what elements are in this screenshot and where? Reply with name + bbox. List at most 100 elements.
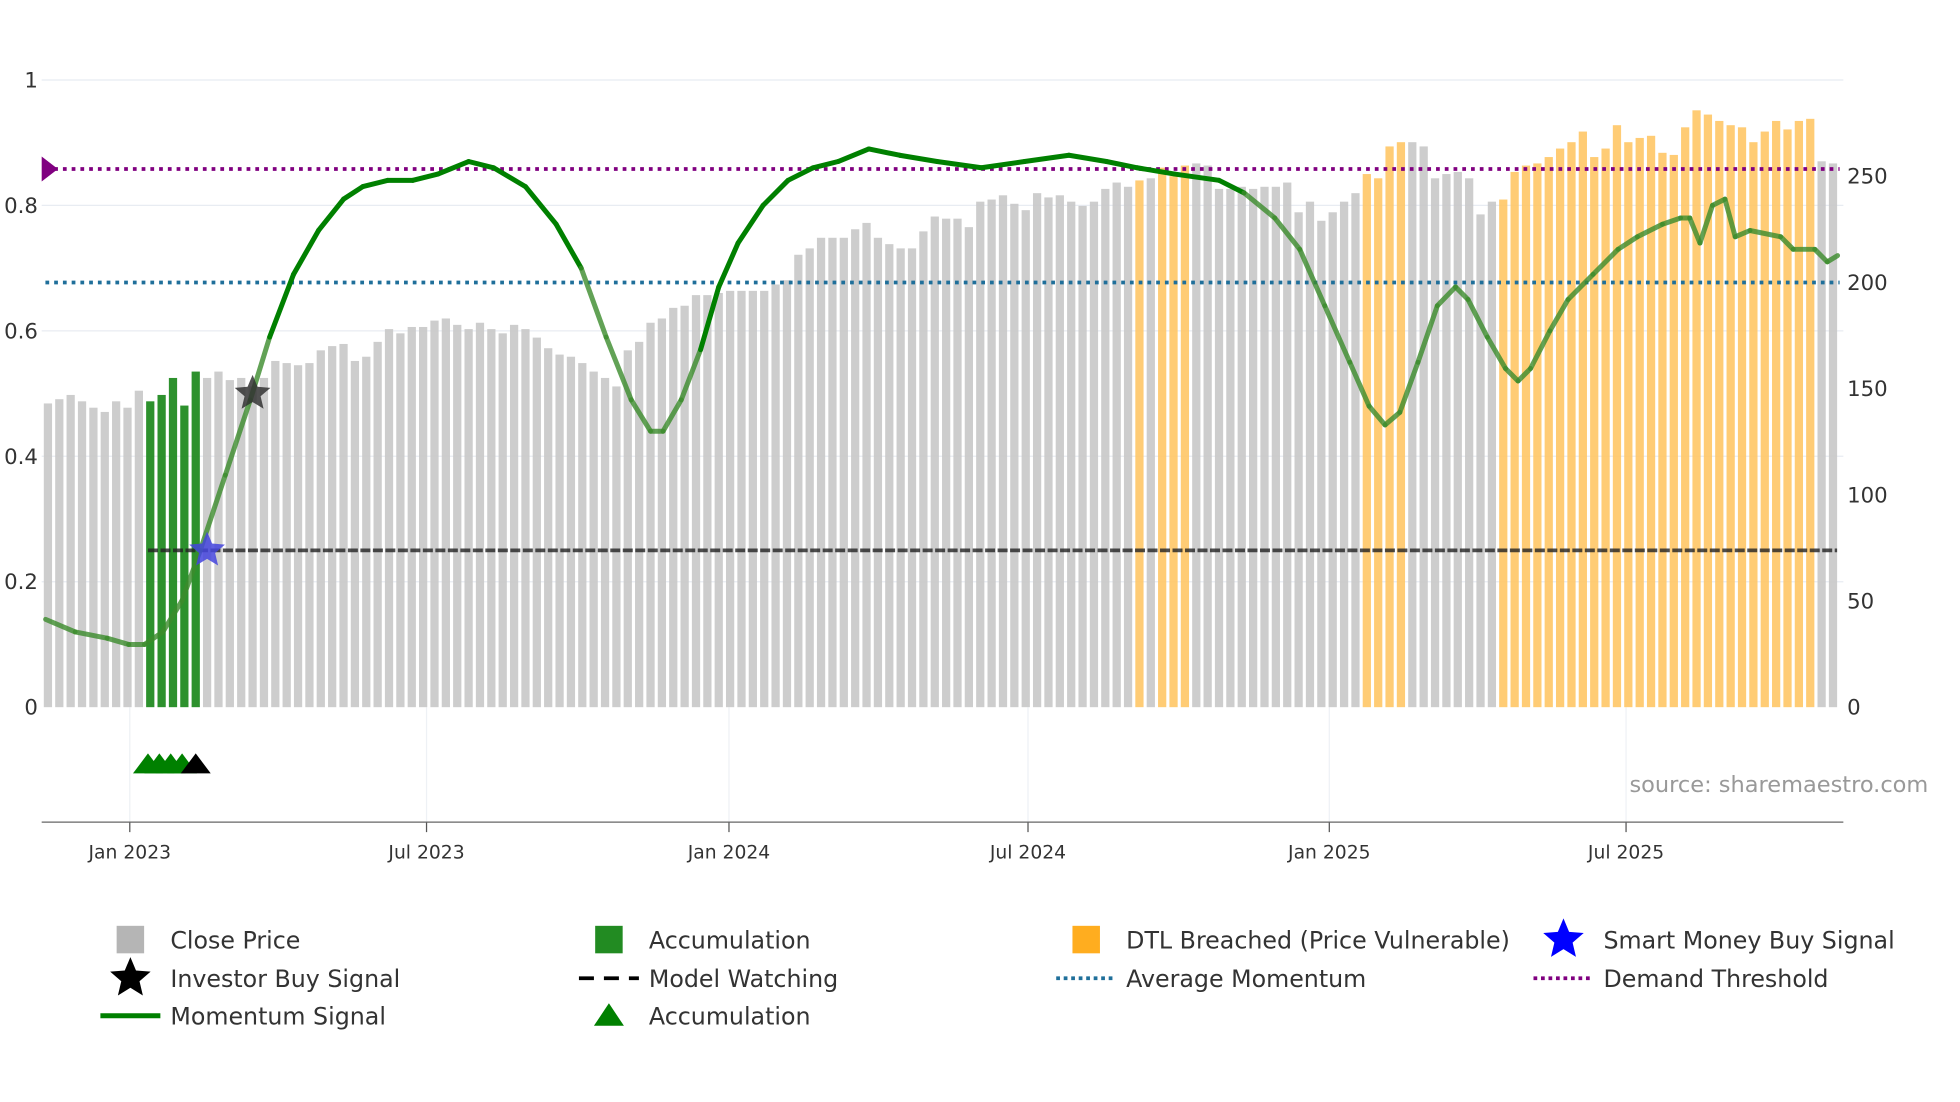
momentum-segment bbox=[1515, 365, 1534, 384]
close-price-bar bbox=[123, 407, 132, 708]
close-price-bar bbox=[1192, 163, 1201, 708]
dtl-breached-bar bbox=[1385, 146, 1394, 708]
close-price-bar bbox=[896, 248, 905, 708]
close-price-bar bbox=[828, 237, 837, 708]
momentum-segment bbox=[553, 221, 584, 271]
close-price-bar bbox=[89, 407, 98, 708]
dtl-breached-bar bbox=[1601, 148, 1610, 708]
dtl-breached-bar bbox=[1624, 142, 1633, 708]
dtl-breached-bar bbox=[1362, 174, 1371, 708]
momentum-segment bbox=[316, 196, 347, 233]
close-price-bar bbox=[657, 318, 667, 708]
close-price-bar bbox=[930, 216, 939, 708]
dtl-breached-bar bbox=[1681, 127, 1690, 708]
momentum-segment bbox=[628, 397, 654, 434]
close-price-bar bbox=[498, 333, 507, 708]
close-price-bar bbox=[566, 356, 576, 708]
close-price-bar bbox=[1021, 210, 1030, 708]
x-tick-label: Jan 2024 bbox=[687, 842, 771, 863]
momentum-segment bbox=[291, 227, 322, 277]
momentum-segment bbox=[1397, 359, 1421, 415]
left-tick-label: 0.4 bbox=[4, 445, 38, 470]
close-price-bar bbox=[737, 290, 746, 708]
close-price-bar bbox=[282, 363, 291, 708]
momentum-segment bbox=[1778, 234, 1796, 252]
right-tick-label: 0 bbox=[1847, 696, 1861, 721]
smart-money-star-icon bbox=[189, 531, 225, 566]
close-price-bar bbox=[748, 290, 757, 708]
close-price-bar bbox=[453, 324, 462, 708]
close-price-bar bbox=[305, 363, 314, 708]
momentum-segment bbox=[1216, 177, 1247, 196]
close-price-bar bbox=[919, 231, 928, 708]
momentum-segment bbox=[1503, 365, 1521, 384]
momentum-segment bbox=[1747, 227, 1784, 240]
close-price-bar bbox=[725, 290, 735, 708]
momentum-segment bbox=[1272, 215, 1303, 252]
left-tick-label: 0 bbox=[24, 696, 38, 721]
close-price-bar bbox=[373, 341, 382, 708]
close-price-bar bbox=[578, 363, 587, 708]
momentum-segment bbox=[341, 184, 366, 202]
close-price-bar bbox=[362, 356, 371, 708]
dtl-breached-bar bbox=[1158, 167, 1167, 708]
close-price-bar bbox=[1271, 186, 1280, 708]
close-price-bar bbox=[623, 350, 632, 708]
momentum-segment bbox=[934, 159, 984, 171]
left-tick-label: 0.2 bbox=[4, 570, 38, 595]
dtl-breached-bar bbox=[1169, 176, 1178, 708]
close-price-bar bbox=[1430, 178, 1440, 708]
close-price-bar bbox=[1419, 146, 1428, 708]
momentum-segment bbox=[760, 177, 791, 208]
left-tick-label: 1 bbox=[24, 68, 38, 93]
dtl-breached-bar bbox=[1510, 171, 1519, 708]
close-price-bar bbox=[225, 380, 234, 708]
close-price-bar bbox=[271, 360, 280, 708]
close-price-bar bbox=[1214, 188, 1224, 708]
momentum-segment bbox=[978, 159, 1028, 171]
dtl-breached-bar bbox=[1544, 157, 1553, 708]
dtl-breached-bar bbox=[1806, 118, 1815, 708]
dtl-breached-bar bbox=[1533, 163, 1542, 708]
close-price-bar bbox=[942, 218, 951, 708]
legend-label: Investor Buy Signal bbox=[170, 965, 400, 993]
dtl-breached-bar bbox=[1521, 165, 1531, 708]
dtl-breached-bar bbox=[1635, 137, 1644, 708]
close-price-bar bbox=[1817, 161, 1826, 708]
close-price-bar bbox=[1328, 212, 1337, 708]
close-price-bar bbox=[1123, 186, 1133, 708]
close-price-bar bbox=[1828, 163, 1838, 708]
close-price-bar bbox=[100, 411, 109, 708]
momentum-segment bbox=[491, 165, 528, 190]
right-tick-label: 200 bbox=[1847, 271, 1888, 296]
close-price-bar bbox=[55, 399, 64, 708]
close-price-bar bbox=[384, 329, 394, 708]
momentum-segment bbox=[1812, 246, 1830, 265]
momentum-segment bbox=[810, 159, 841, 171]
momentum-segment bbox=[410, 171, 441, 183]
legend-label: Average Momentum bbox=[1126, 965, 1366, 993]
close-price-bar bbox=[328, 346, 337, 708]
grey-square-icon bbox=[116, 925, 145, 954]
legend-label: Smart Money Buy Signal bbox=[1603, 926, 1894, 954]
close-price-bar bbox=[703, 295, 712, 708]
close-price-bar bbox=[441, 318, 450, 708]
accumulation-triangle-icon bbox=[180, 753, 211, 774]
legend-label: Accumulation bbox=[649, 926, 811, 954]
green-triangle-icon bbox=[593, 1003, 624, 1026]
dtl-breached-bar bbox=[1180, 165, 1190, 708]
dtl-breached-bar bbox=[1760, 131, 1769, 708]
momentum-segment bbox=[1415, 303, 1440, 365]
close-price-bar bbox=[714, 292, 723, 708]
momentum-segment bbox=[1484, 334, 1509, 371]
momentum-segment bbox=[1134, 165, 1178, 177]
momentum-segment bbox=[1465, 296, 1490, 340]
close-price-bar bbox=[1442, 174, 1451, 708]
close-price-bar bbox=[976, 201, 985, 708]
close-price-bar bbox=[1237, 186, 1246, 708]
right-tick-label: 100 bbox=[1847, 483, 1888, 508]
momentum-segment bbox=[1615, 234, 1640, 252]
close-price-bar bbox=[782, 280, 792, 708]
close-price-bar bbox=[214, 371, 223, 708]
